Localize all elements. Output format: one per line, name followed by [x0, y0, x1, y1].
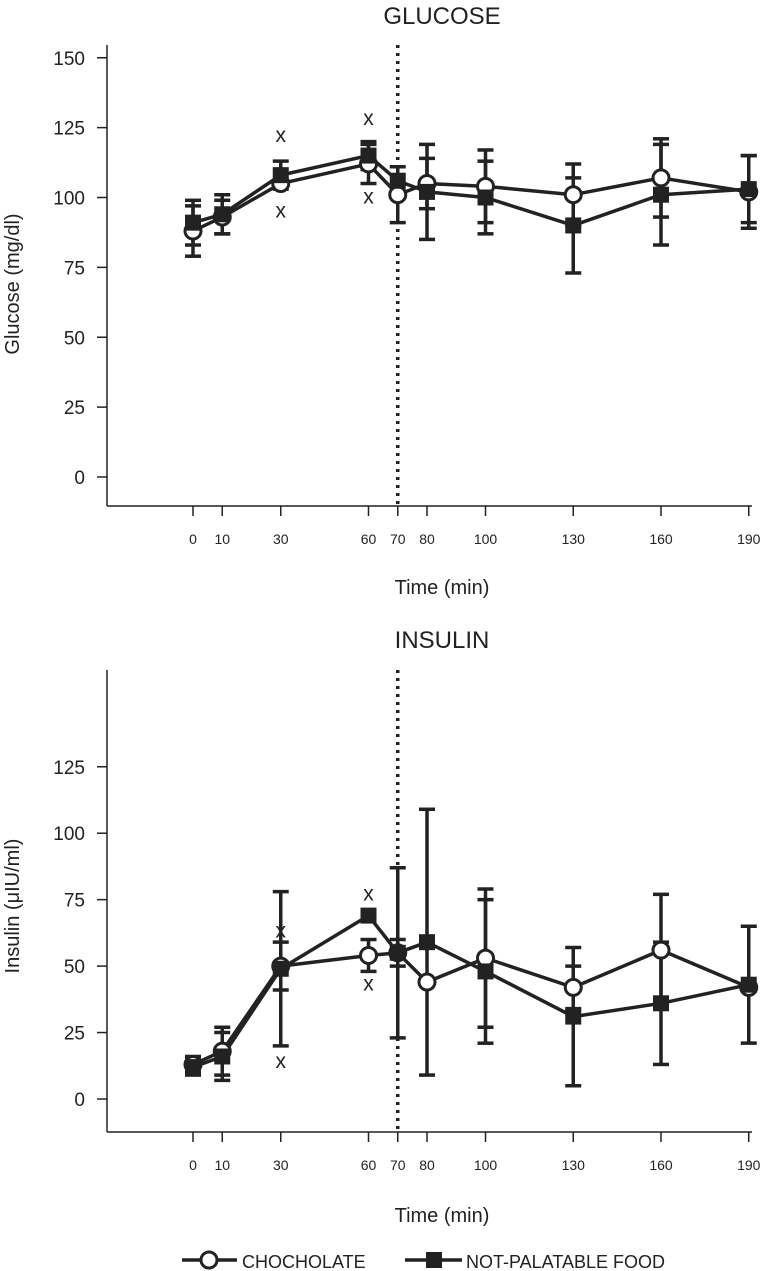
series-line-chocolate: [192, 948, 750, 1067]
data-point-not-palatable-food: [419, 934, 435, 951]
data-point-not-palatable-food: [360, 907, 377, 924]
glucose-chart: GLUCOSE Glucose (mg/dl) Time (min) 0 25 50…: [2, 3, 761, 599]
y-tick-label: 25: [64, 398, 85, 419]
y-tick-label: 125: [53, 758, 85, 779]
x-tick-label: 160: [649, 531, 673, 547]
legend: CHOCHOLATE NOT-PALATABLE FOOD: [182, 1250, 665, 1271]
x-tick-label: 0: [189, 1157, 197, 1173]
data-point-not-palatable-food: [477, 963, 494, 980]
legend-marker-open-circle: [199, 1250, 219, 1270]
x-tick-label: 60: [361, 531, 377, 547]
x-tick-label: 100: [474, 1157, 498, 1173]
significance-marker: x: [276, 920, 287, 943]
data-point-not-palatable-food: [740, 181, 757, 198]
y-tick-label: 25: [64, 1024, 85, 1045]
significance-marker: x: [363, 186, 374, 209]
x-tick-label: 160: [649, 1157, 673, 1173]
x-tick-label: 70: [390, 1157, 406, 1173]
data-point-chocolate: [563, 185, 583, 205]
x-tick-label: 130: [562, 531, 586, 547]
data-point-not-palatable-food: [272, 167, 289, 184]
insulin-title: INSULIN: [395, 627, 490, 654]
legend-item-chocolate: CHOCHOLATE: [182, 1250, 366, 1271]
x-tick-label: 80: [419, 1157, 435, 1173]
x-tick-label: 0: [189, 531, 197, 547]
y-tick-label: 0: [74, 468, 85, 489]
significance-marker: x: [363, 973, 374, 996]
data-point-not-palatable-food: [389, 944, 406, 961]
data-point-not-palatable-food: [272, 960, 289, 977]
series-line-not-palatable-food: [192, 153, 749, 228]
x-tick-label: 30: [273, 531, 289, 547]
data-point-chocolate: [388, 185, 408, 205]
legend-label-not-palatable-food: NOT-PALATABLE FOOD: [466, 1252, 665, 1271]
data-point-not-palatable-food: [185, 1059, 201, 1076]
data-point-not-palatable-food: [653, 995, 669, 1012]
y-tick-label: 50: [64, 957, 85, 978]
significance-marker: x: [363, 882, 374, 905]
data-point-not-palatable-food: [477, 189, 494, 206]
y-tick-label: 75: [64, 258, 85, 279]
x-tick-label: 190: [737, 531, 761, 547]
x-tick-label: 70: [390, 531, 406, 547]
data-point-chocolate: [651, 940, 671, 960]
glucose-x-axis-label: Time (min): [395, 577, 490, 599]
series-line-chocolate: [192, 162, 750, 233]
legend-item-not-palatable-food: NOT-PALATABLE FOOD: [405, 1252, 665, 1271]
x-tick-label: 60: [361, 1157, 377, 1173]
data-point-chocolate: [563, 977, 583, 997]
legend-marker-filled-square: [426, 1252, 442, 1268]
data-point-not-palatable-food: [419, 183, 435, 200]
data-point-chocolate: [359, 945, 378, 965]
y-tick-label: 0: [74, 1090, 85, 1111]
legend-label-chocolate: CHOCHOLATE: [242, 1252, 366, 1271]
data-point-not-palatable-food: [214, 206, 231, 223]
x-tick-label: 80: [419, 531, 435, 547]
x-tick-label: 100: [474, 531, 498, 547]
significance-marker: x: [276, 199, 287, 222]
x-tick-label: 190: [737, 1157, 761, 1173]
y-tick-label: 75: [64, 891, 85, 912]
data-point-not-palatable-food: [565, 217, 582, 234]
data-point-chocolate: [417, 972, 437, 992]
glucose-title: GLUCOSE: [383, 3, 500, 30]
x-tick-label: 130: [562, 1157, 586, 1173]
series-line-not-palatable-food: [192, 913, 750, 1069]
y-tick-label: 50: [64, 328, 85, 349]
data-point-not-palatable-food: [185, 214, 201, 231]
data-point-not-palatable-food: [565, 1008, 582, 1025]
data-point-not-palatable-food: [389, 172, 406, 189]
glucose-y-axis-label: Glucose (mg/dl): [2, 213, 24, 354]
significance-marker: x: [276, 124, 287, 147]
insulin-y-axis-label: Insulin (μIU/ml): [2, 839, 24, 974]
x-tick-label: 10: [214, 531, 230, 547]
data-point-not-palatable-food: [653, 186, 669, 203]
significance-marker: x: [276, 1050, 287, 1073]
data-point-not-palatable-food: [740, 976, 757, 993]
y-tick-label: 100: [53, 189, 85, 210]
data-point-not-palatable-food: [214, 1048, 231, 1065]
data-point-not-palatable-food: [360, 147, 377, 164]
significance-marker: x: [363, 107, 374, 130]
y-tick-label: 125: [53, 119, 85, 140]
x-tick-label: 30: [273, 1157, 289, 1173]
x-tick-label: 10: [214, 1157, 230, 1173]
insulin-x-axis-label: Time (min): [395, 1205, 490, 1227]
y-tick-label: 150: [53, 49, 85, 70]
data-point-chocolate: [651, 168, 671, 188]
insulin-chart: INSULIN Insulin (μIU/ml) Time (min) 0 25 5…: [2, 627, 761, 1227]
y-tick-label: 100: [53, 824, 85, 845]
